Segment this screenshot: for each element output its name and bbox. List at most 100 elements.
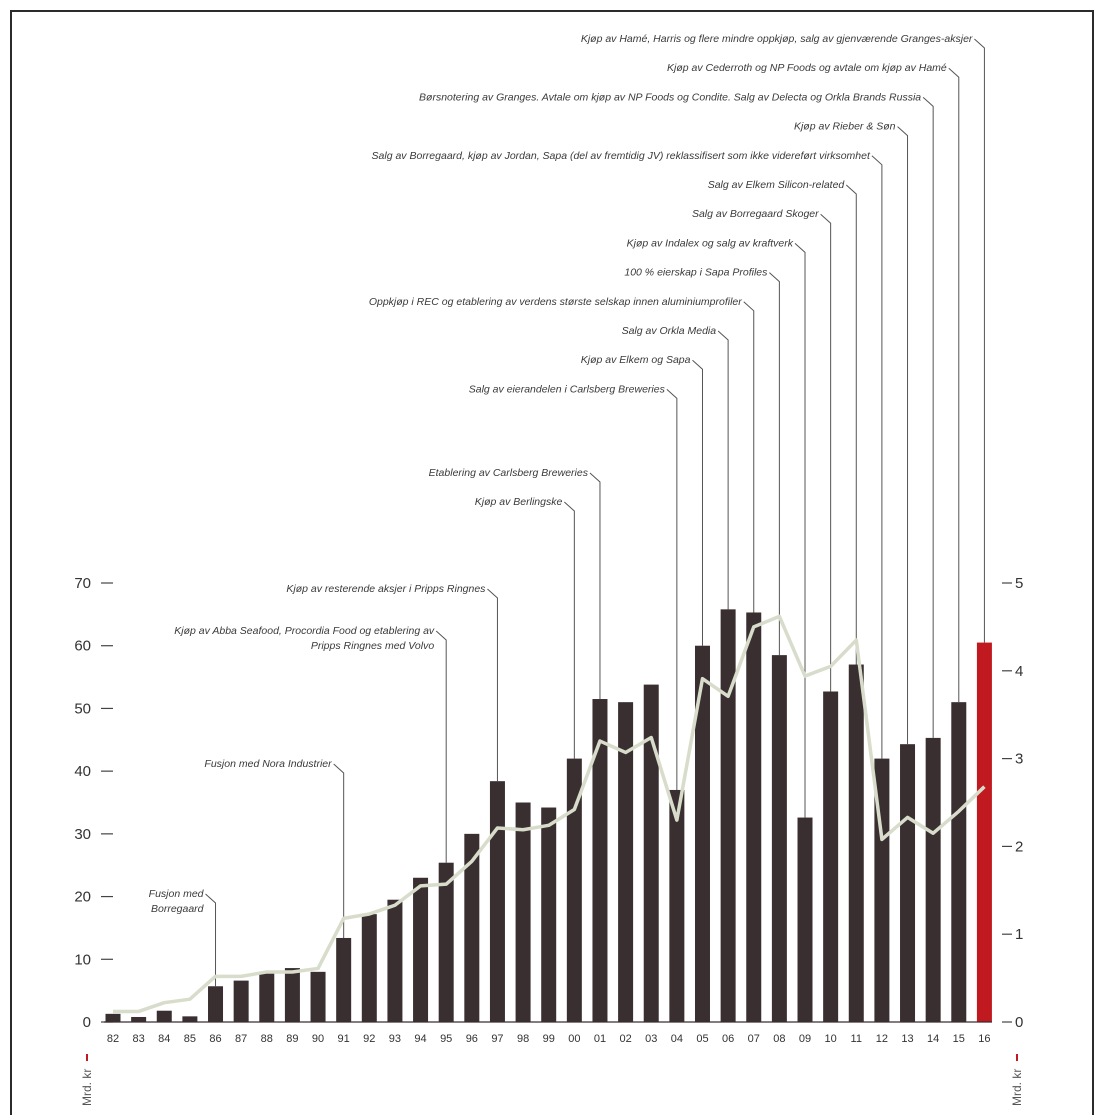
bar-04 [669, 789, 685, 1022]
annotation-leader-line [974, 38, 985, 643]
left-axis-tick-label: 20 [74, 889, 91, 906]
bar-91 [336, 937, 352, 1022]
annotation-label: Salg av Borregaard, kjøp av Jordan, Sapa… [372, 150, 871, 162]
x-axis-tick-label: 05 [696, 1033, 708, 1045]
annotation-leader-line [666, 389, 678, 790]
annotation-label: Fusjon med [149, 888, 205, 900]
bar-02 [618, 702, 634, 1022]
annotation-label: Kjøp av Abba Seafood, Procordia Food og … [174, 625, 435, 637]
x-axis-tick-label: 86 [209, 1033, 221, 1045]
bar-99 [541, 807, 557, 1022]
annotation-leader-line [564, 501, 575, 759]
bar-98 [515, 802, 531, 1022]
right-axis-tick-label: 2 [1015, 838, 1023, 855]
annotation-label: Salg av Orkla Media [622, 325, 717, 337]
annotation-leader-line [435, 630, 447, 863]
annotation-label: 100 % eierskap i Sapa Profiles [624, 267, 768, 279]
annotation-label-line2: Borregaard [151, 903, 205, 915]
x-axis-tick-label: 08 [773, 1033, 785, 1045]
annotation-leader-line [743, 301, 755, 613]
annotation-label: Kjøp av Rieber & Søn [794, 121, 896, 133]
x-axis-tick-label: 93 [389, 1033, 401, 1045]
left-axis-unit-label: Mrd. kr [80, 1069, 94, 1106]
annotation-leader-line [871, 155, 883, 759]
bar-92 [361, 914, 377, 1022]
annotation-leader-line [769, 272, 780, 656]
annotation-leader-line [717, 330, 729, 610]
x-axis-tick-label: 96 [466, 1033, 478, 1045]
x-axis-tick-label: 10 [825, 1033, 837, 1045]
right-axis-tick-label: 4 [1015, 663, 1023, 680]
bar-12 [874, 758, 890, 1022]
annotation-label: Kjøp av resterende aksjer i Pripps Ringn… [286, 583, 486, 595]
x-axis-tick-label: 99 [543, 1033, 555, 1045]
annotation-leader-line [845, 184, 857, 665]
x-axis-tick-label: 85 [184, 1033, 196, 1045]
bar-93 [387, 899, 403, 1022]
x-axis-tick-label: 98 [517, 1033, 529, 1045]
x-axis-tick-label: 89 [286, 1033, 298, 1045]
annotation-label: Kjøp av Indalex og salg av kraftverk [627, 237, 794, 249]
x-axis-tick-label: 13 [901, 1033, 913, 1045]
bar-95 [438, 862, 454, 1022]
x-axis-tick-label: 82 [107, 1033, 119, 1045]
annotation-label: Salg av Elkem Silicon-related [708, 179, 846, 191]
x-axis-tick-label: 01 [594, 1033, 606, 1045]
bar-90 [310, 971, 326, 1022]
annotation-leader-line [897, 126, 909, 745]
x-axis-tick-label: 09 [799, 1033, 811, 1045]
annotation-label: Kjøp av Elkem og Sapa [581, 354, 691, 366]
bar-08 [771, 655, 787, 1022]
bar-88 [259, 973, 275, 1022]
annotation-label: Salg av Borregaard Skoger [692, 208, 819, 220]
bar-10 [823, 691, 839, 1022]
bar-89 [284, 968, 300, 1022]
x-axis-tick-label: 04 [671, 1033, 683, 1045]
bar-97 [489, 781, 505, 1022]
x-axis-tick-label: 87 [235, 1033, 247, 1045]
x-axis-tick-label: 90 [312, 1033, 324, 1045]
left-axis-tick-label: 60 [74, 638, 91, 655]
annotation-label: Børsnotering av Granges. Avtale om kjøp … [419, 91, 921, 103]
annotation-leader-line [948, 67, 960, 703]
bar-07 [746, 612, 762, 1022]
line-series [113, 614, 986, 1014]
bar-06 [720, 609, 736, 1022]
annotation-leader-line [487, 588, 498, 782]
bar-13 [900, 744, 916, 1022]
x-axis-tick-label: 12 [876, 1033, 888, 1045]
left-axis-tick-label: 30 [74, 826, 91, 843]
annotation-label: Kjøp av Cederroth og NP Foods og avtale … [667, 62, 947, 74]
x-axis-tick-label: 95 [440, 1033, 452, 1045]
annotation-label: Fusjon med Nora Industrier [204, 758, 332, 770]
bar-00 [566, 758, 582, 1022]
annotation-label: Kjøp av Hamé, Harris og flere mindre opp… [581, 33, 973, 45]
annotation-label: Oppkjøp i REC og etablering av verdens s… [369, 296, 742, 308]
bar-96 [464, 833, 480, 1022]
x-axis-tick-label: 15 [953, 1033, 965, 1045]
left-axis-tick-label: 70 [74, 575, 91, 592]
x-axis-tick-label: 02 [619, 1033, 631, 1045]
x-axis-tick-label: 03 [645, 1033, 657, 1045]
bar-85 [182, 1016, 198, 1022]
bar-11 [848, 664, 864, 1022]
x-axis-tick-label: 06 [722, 1033, 734, 1045]
left-axis-tick-label: 40 [74, 763, 91, 780]
bar-03 [643, 684, 659, 1022]
bar-86 [208, 986, 224, 1022]
bar-09 [797, 817, 813, 1022]
right-axis-tick-label: 0 [1015, 1014, 1023, 1031]
bar-15 [951, 702, 967, 1022]
bar-05 [694, 645, 710, 1022]
left-axis-tick-label: 0 [83, 1014, 91, 1031]
x-axis-tick-label: 07 [748, 1033, 760, 1045]
annotation-label: Etablering av Carlsberg Breweries [429, 467, 589, 479]
bar-84 [156, 1010, 172, 1022]
annotation-label: Salg av eierandelen i Carlsberg Brewerie… [469, 383, 666, 395]
x-axis-tick-label: 91 [338, 1033, 350, 1045]
annotation-leader-line [820, 213, 832, 692]
annotation-leader-line [922, 97, 934, 738]
bar-16 [976, 642, 992, 1022]
x-axis-tick-label: 84 [158, 1033, 170, 1045]
